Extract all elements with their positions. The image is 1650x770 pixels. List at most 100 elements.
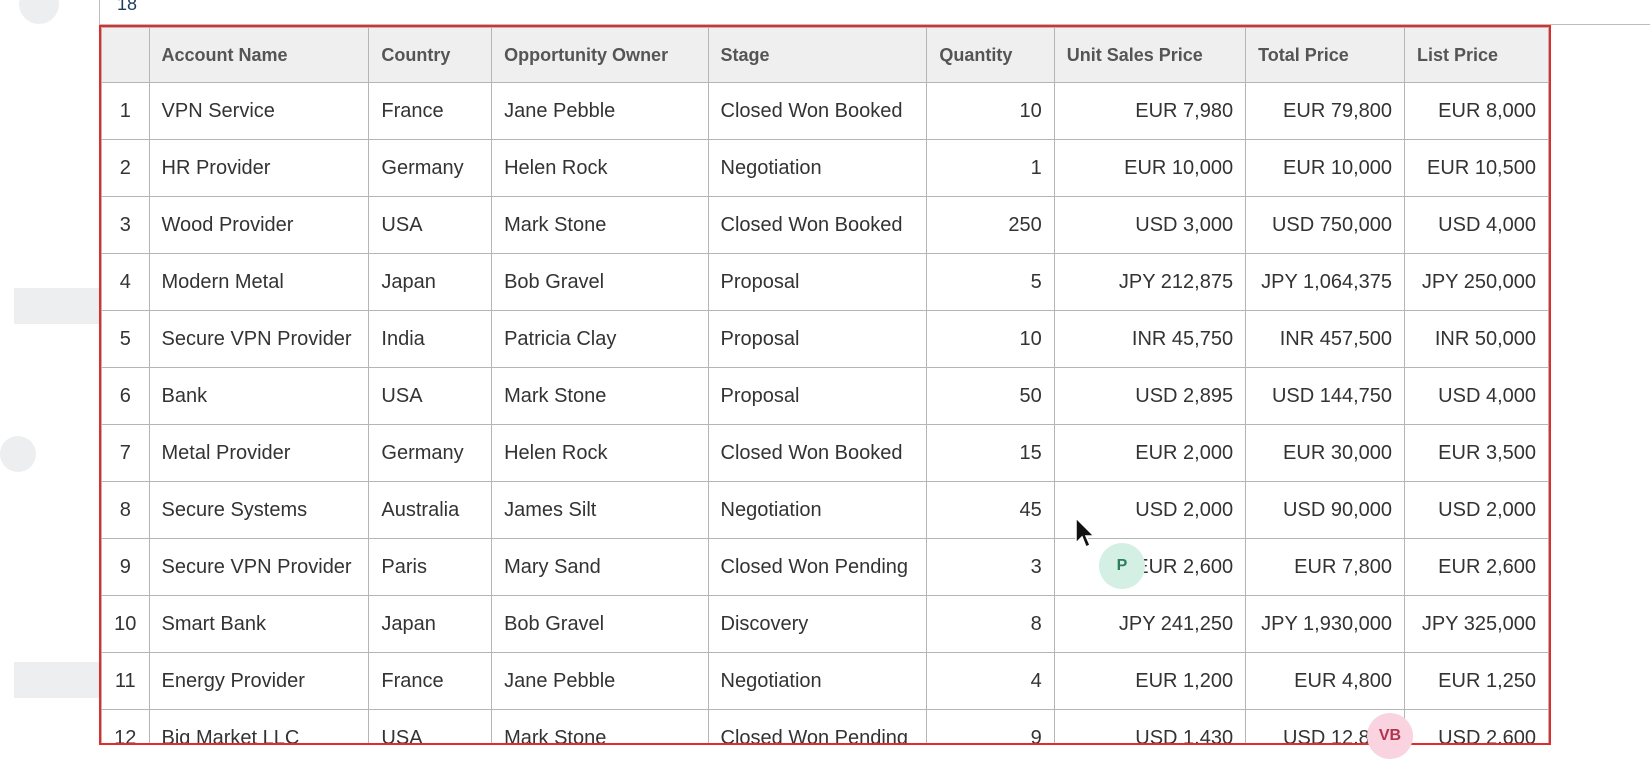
- cell-quantity[interactable]: 45: [926, 481, 1055, 539]
- cell-quantity[interactable]: 9: [926, 709, 1055, 743]
- cell-account-name[interactable]: Big Market LLC: [148, 709, 370, 743]
- cell-total-price[interactable]: EUR 4,800: [1245, 652, 1406, 710]
- selected-table-region[interactable]: Account Name Country Opportunity Owner S…: [99, 25, 1551, 745]
- cell-country[interactable]: Australia: [368, 481, 493, 539]
- column-header-account-name[interactable]: Account Name: [148, 27, 370, 83]
- cell-country[interactable]: USA: [368, 196, 493, 254]
- cell-opportunity-owner[interactable]: Bob Gravel: [491, 595, 709, 653]
- cell-country[interactable]: Germany: [368, 424, 493, 482]
- column-header-unit-sales-price[interactable]: Unit Sales Price: [1053, 27, 1247, 83]
- cell-total-price[interactable]: EUR 7,800: [1245, 538, 1406, 596]
- cell-country[interactable]: India: [368, 310, 493, 368]
- cell-stage[interactable]: Proposal: [707, 253, 928, 311]
- cell-account-name[interactable]: Secure VPN Provider: [148, 538, 370, 596]
- cell-country[interactable]: USA: [368, 367, 493, 425]
- cell-account-name[interactable]: Wood Provider: [148, 196, 370, 254]
- cell-opportunity-owner[interactable]: Jane Pebble: [491, 82, 709, 140]
- cell-list-price[interactable]: EUR 2,600: [1404, 538, 1549, 596]
- cell-account-name[interactable]: Modern Metal: [148, 253, 370, 311]
- cell-stage[interactable]: Closed Won Pending: [707, 538, 928, 596]
- cell-account-name[interactable]: Smart Bank: [148, 595, 370, 653]
- cell-stage[interactable]: Discovery: [707, 595, 928, 653]
- cell-unit-sales-price[interactable]: EUR 2,000: [1053, 424, 1247, 482]
- cell-opportunity-owner[interactable]: Helen Rock: [491, 424, 709, 482]
- cell-country[interactable]: Germany: [368, 139, 493, 197]
- cell-country[interactable]: France: [368, 652, 493, 710]
- cell-quantity[interactable]: 5: [926, 253, 1055, 311]
- cell-total-price[interactable]: USD 750,000: [1245, 196, 1406, 254]
- cell-list-price[interactable]: JPY 250,000: [1404, 253, 1549, 311]
- column-header-quantity[interactable]: Quantity: [926, 27, 1055, 83]
- cell-unit-sales-price[interactable]: INR 45,750: [1053, 310, 1247, 368]
- cell-country[interactable]: France: [368, 82, 493, 140]
- cell-quantity[interactable]: 250: [926, 196, 1055, 254]
- column-header-country[interactable]: Country: [368, 27, 493, 83]
- cell-list-price[interactable]: EUR 3,500: [1404, 424, 1549, 482]
- cell-opportunity-owner[interactable]: Helen Rock: [491, 139, 709, 197]
- cell-stage[interactable]: Proposal: [707, 310, 928, 368]
- cell-total-price[interactable]: EUR 30,000: [1245, 424, 1406, 482]
- cell-account-name[interactable]: HR Provider: [148, 139, 370, 197]
- cell-unit-sales-price[interactable]: USD 1,430: [1053, 709, 1247, 743]
- cell-account-name[interactable]: VPN Service: [148, 82, 370, 140]
- cell-row-index[interactable]: 6: [101, 367, 150, 425]
- cell-opportunity-owner[interactable]: Mark Stone: [491, 367, 709, 425]
- cell-unit-sales-price[interactable]: EUR 10,000: [1053, 139, 1247, 197]
- cell-opportunity-owner[interactable]: Jane Pebble: [491, 652, 709, 710]
- column-header-list-price[interactable]: List Price: [1404, 27, 1549, 83]
- cell-list-price[interactable]: INR 50,000: [1404, 310, 1549, 368]
- cell-total-price[interactable]: JPY 1,064,375: [1245, 253, 1406, 311]
- cell-total-price[interactable]: EUR 10,000: [1245, 139, 1406, 197]
- collaborator-avatar-p[interactable]: P: [1099, 543, 1145, 589]
- cell-stage[interactable]: Closed Won Booked: [707, 424, 928, 482]
- cell-stage[interactable]: Negotiation: [707, 139, 928, 197]
- cell-stage[interactable]: Closed Won Booked: [707, 82, 928, 140]
- cell-opportunity-owner[interactable]: Mark Stone: [491, 196, 709, 254]
- cell-total-price[interactable]: USD 90,000: [1245, 481, 1406, 539]
- cell-opportunity-owner[interactable]: Mark Stone: [491, 709, 709, 743]
- cell-quantity[interactable]: 15: [926, 424, 1055, 482]
- cell-list-price[interactable]: EUR 10,500: [1404, 139, 1549, 197]
- cell-total-price[interactable]: JPY 1,930,000: [1245, 595, 1406, 653]
- cell-quantity[interactable]: 4: [926, 652, 1055, 710]
- cell-stage[interactable]: Negotiation: [707, 652, 928, 710]
- cell-quantity[interactable]: 3: [926, 538, 1055, 596]
- cell-account-name[interactable]: Metal Provider: [148, 424, 370, 482]
- cell-row-index[interactable]: 2: [101, 139, 150, 197]
- cell-opportunity-owner[interactable]: Mary Sand: [491, 538, 709, 596]
- cell-country[interactable]: Paris: [368, 538, 493, 596]
- cell-unit-sales-price[interactable]: USD 3,000: [1053, 196, 1247, 254]
- cell-row-index[interactable]: 5: [101, 310, 150, 368]
- cell-country[interactable]: Japan: [368, 253, 493, 311]
- cell-account-name[interactable]: Energy Provider: [148, 652, 370, 710]
- cell-quantity[interactable]: 1: [926, 139, 1055, 197]
- cell-row-index[interactable]: 7: [101, 424, 150, 482]
- cell-row-index[interactable]: 4: [101, 253, 150, 311]
- cell-row-index[interactable]: 9: [101, 538, 150, 596]
- column-header-stage[interactable]: Stage: [707, 27, 928, 83]
- cell-row-index[interactable]: 3: [101, 196, 150, 254]
- cell-list-price[interactable]: USD 4,000: [1404, 367, 1549, 425]
- cell-stage[interactable]: Proposal: [707, 367, 928, 425]
- cell-opportunity-owner[interactable]: Patricia Clay: [491, 310, 709, 368]
- cell-quantity[interactable]: 8: [926, 595, 1055, 653]
- cell-unit-sales-price[interactable]: JPY 241,250: [1053, 595, 1247, 653]
- cell-list-price[interactable]: USD 4,000: [1404, 196, 1549, 254]
- cell-account-name[interactable]: Bank: [148, 367, 370, 425]
- cell-quantity[interactable]: 50: [926, 367, 1055, 425]
- cell-list-price[interactable]: JPY 325,000: [1404, 595, 1549, 653]
- column-header-total-price[interactable]: Total Price: [1245, 27, 1406, 83]
- cell-stage[interactable]: Negotiation: [707, 481, 928, 539]
- cell-country[interactable]: USA: [368, 709, 493, 743]
- cell-quantity[interactable]: 10: [926, 82, 1055, 140]
- cell-account-name[interactable]: Secure VPN Provider: [148, 310, 370, 368]
- cell-opportunity-owner[interactable]: Bob Gravel: [491, 253, 709, 311]
- cell-row-index[interactable]: 8: [101, 481, 150, 539]
- cell-above-selection[interactable]: 18: [99, 0, 1650, 25]
- cell-unit-sales-price[interactable]: EUR 1,200: [1053, 652, 1247, 710]
- cell-list-price[interactable]: EUR 8,000: [1404, 82, 1549, 140]
- cell-quantity[interactable]: 10: [926, 310, 1055, 368]
- cell-stage[interactable]: Closed Won Booked: [707, 196, 928, 254]
- cell-list-price[interactable]: EUR 1,250: [1404, 652, 1549, 710]
- row-index-header[interactable]: [101, 27, 150, 83]
